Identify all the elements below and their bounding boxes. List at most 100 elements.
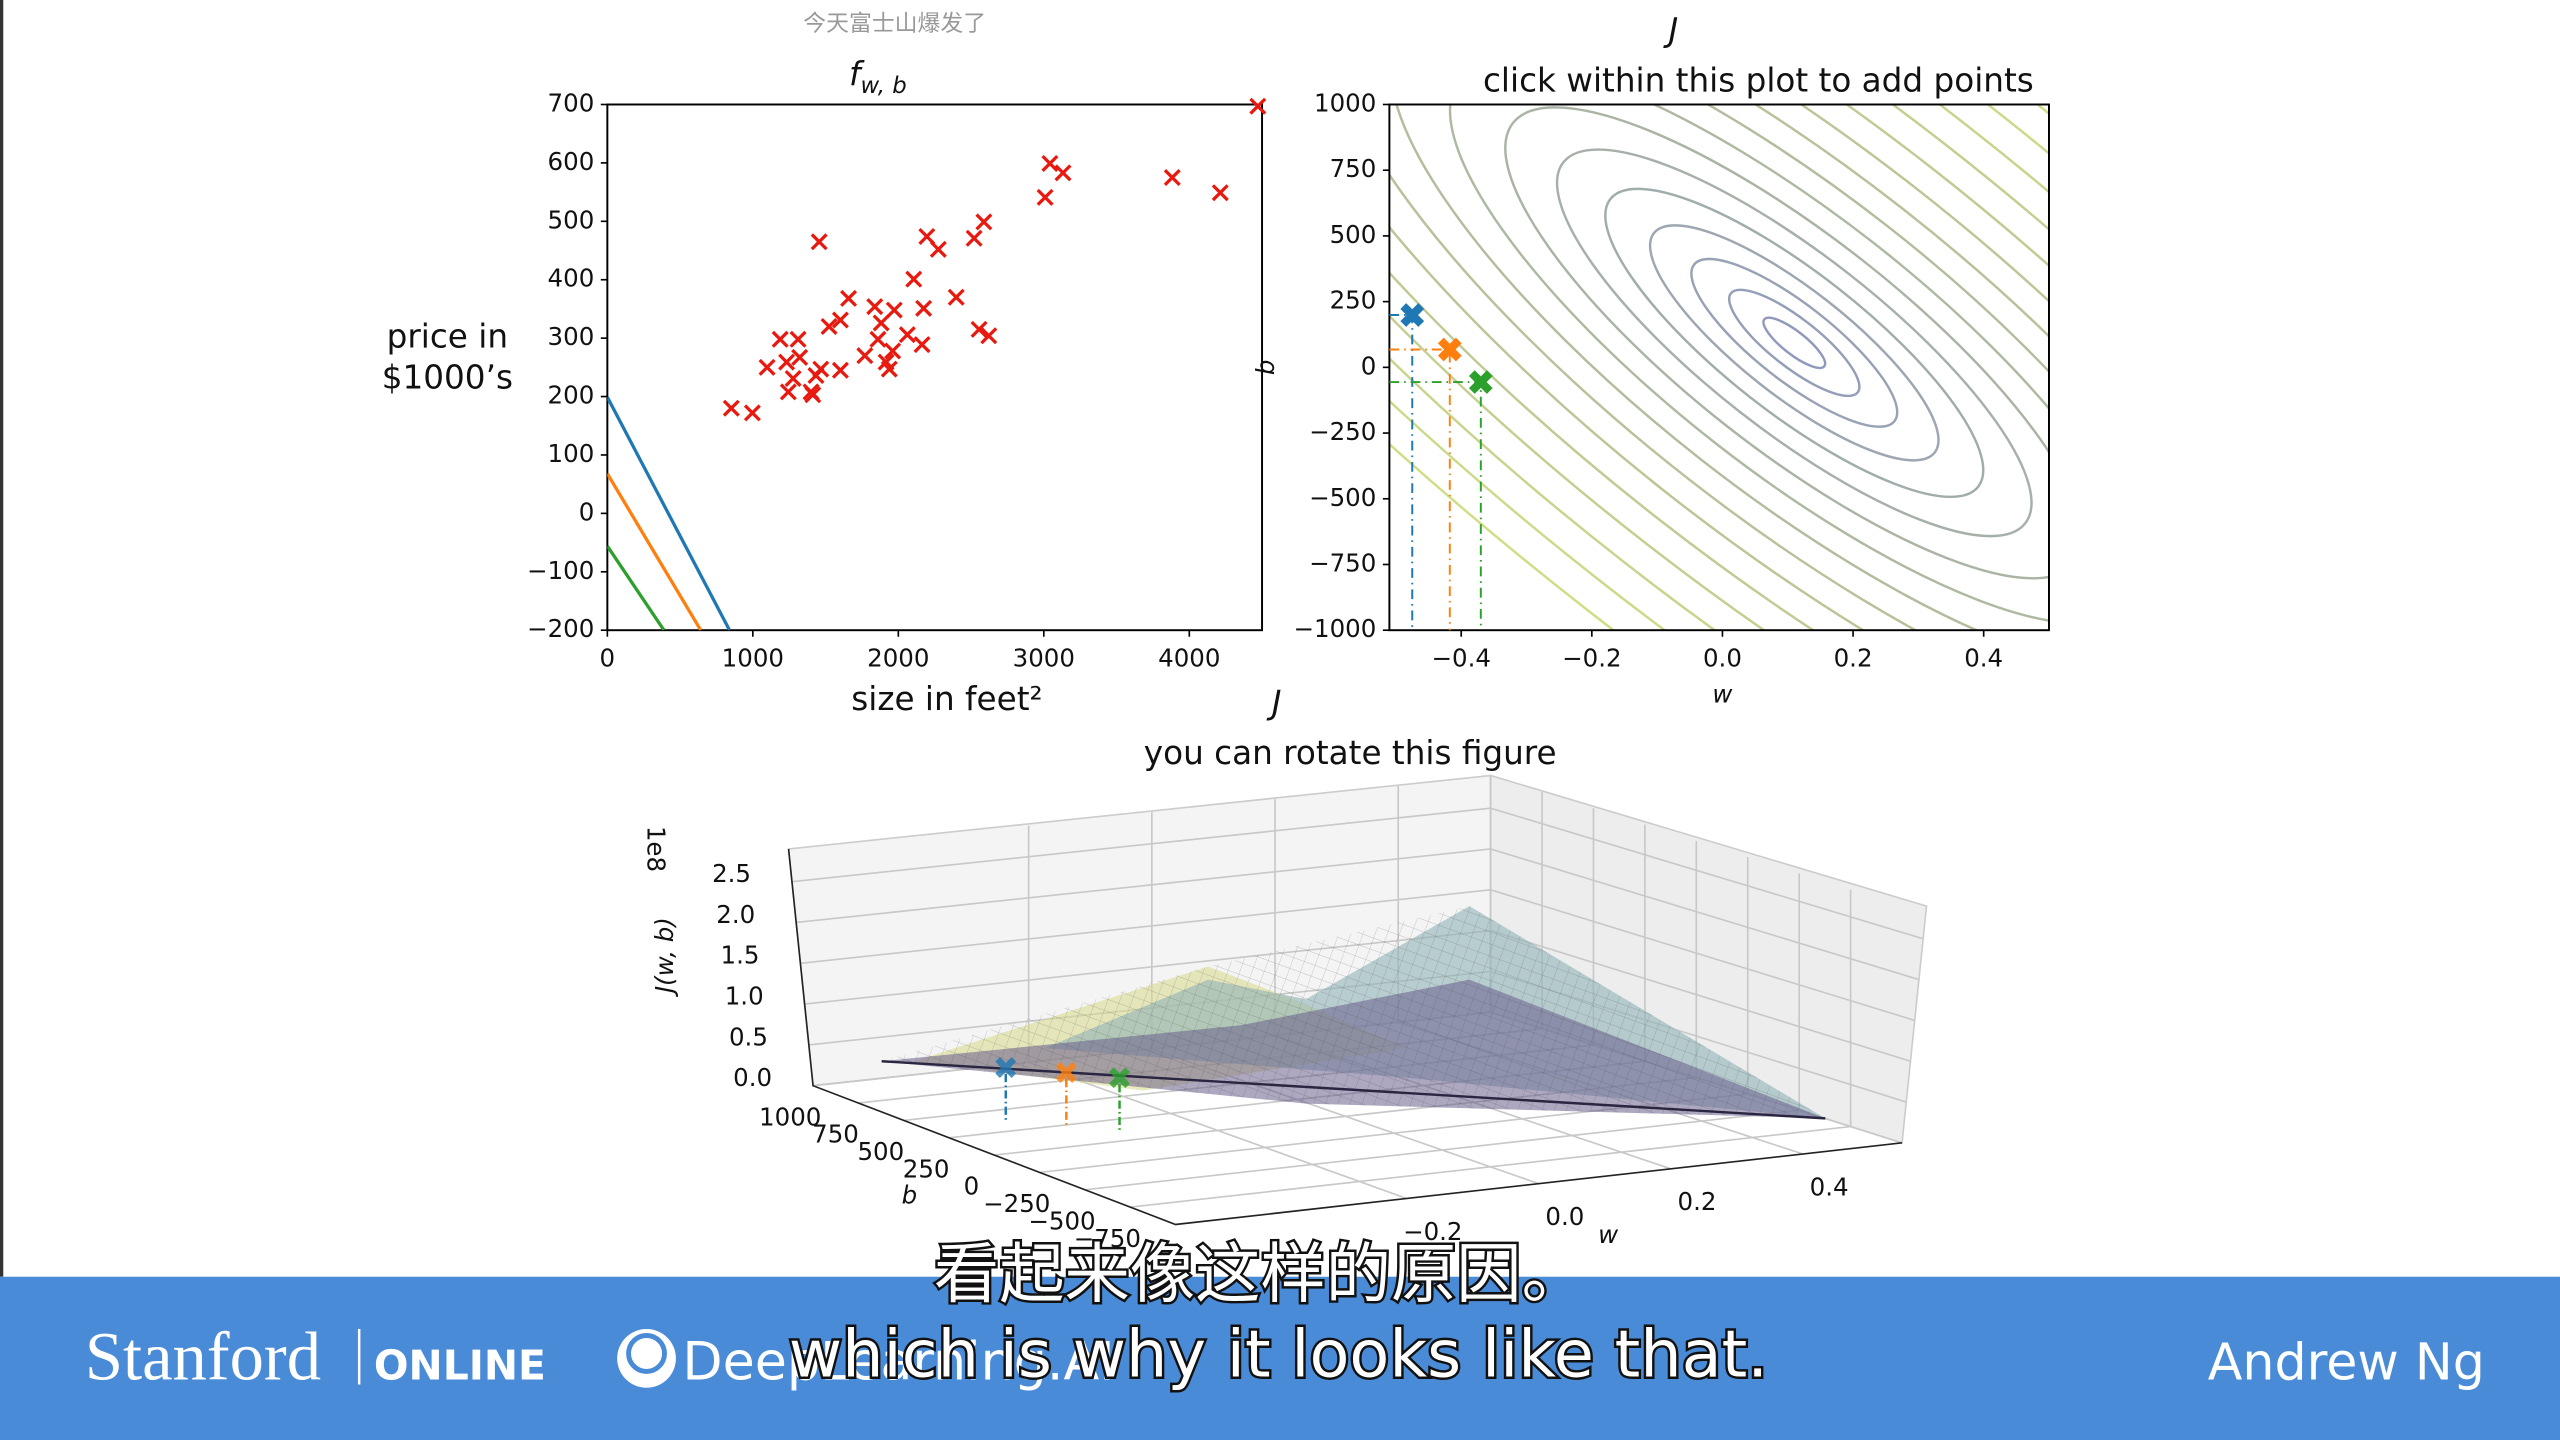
data-point <box>884 342 902 360</box>
contour-line <box>1389 104 2049 631</box>
x-axis-label: w <box>1598 1220 1619 1249</box>
y-tick-label: 500 <box>857 1137 904 1166</box>
data-point <box>872 314 890 332</box>
title-subscript: w, b <box>860 73 906 99</box>
x-tick-label: 2000 <box>867 644 929 673</box>
fit-line <box>607 396 732 631</box>
z-tick-label: 0.5 <box>729 1022 768 1051</box>
cost-point <box>1400 303 1425 327</box>
data-point <box>743 404 761 422</box>
x-axis-label: size in feet² <box>851 680 1042 718</box>
plot-frame <box>606 103 1264 632</box>
x-tick-label: −0.2 <box>1562 644 1621 673</box>
data-point <box>898 326 916 344</box>
data-point <box>840 289 858 307</box>
data-point <box>869 330 887 348</box>
x-tick-label: 0.0 <box>1703 644 1742 673</box>
footer-band <box>0 1276 2560 1440</box>
x-tick-label: −0.4 <box>1432 644 1491 673</box>
data-point <box>929 240 947 258</box>
y-tick-label: 250 <box>903 1154 950 1183</box>
x-tick-label: 3000 <box>1013 644 1075 673</box>
y-tick-label: −500 <box>1309 483 1376 512</box>
subtitle-zh: 看起来像这样的原因。 <box>934 1236 1587 1312</box>
data-point <box>1036 188 1054 206</box>
z-tick-label: 1.5 <box>721 941 760 970</box>
y-tick-label: 0 <box>964 1172 980 1201</box>
contour-line <box>1727 288 1861 398</box>
data-point <box>771 330 789 348</box>
z-axis-label: J(w, b) <box>650 917 679 998</box>
data-point <box>820 317 838 335</box>
contour-line <box>1555 148 2033 538</box>
cost-point <box>1055 1062 1077 1083</box>
contour-line <box>1390 104 2049 631</box>
y-tick-label: 100 <box>548 439 595 468</box>
y-tick-label: 600 <box>548 147 595 176</box>
data-point <box>913 336 931 354</box>
y-axis-label: price in <box>387 318 508 356</box>
z-tick-label: 1.0 <box>725 982 764 1011</box>
x-tick-label: 0.4 <box>1964 644 2003 673</box>
partner-logo <box>626 1333 667 1374</box>
x-tick-label: 4000 <box>1158 644 1220 673</box>
data-point <box>779 383 797 401</box>
data-point <box>784 369 802 387</box>
y-tick-label: −750 <box>1074 1224 1141 1253</box>
footer: Stanford ONLINE DeepLearning.AI Andrew N… <box>0 1276 2560 1440</box>
scatter-chart: 0 1000 2000 3000 4000 −200 −100 0 100 200 300 400 50… <box>382 55 1267 718</box>
frame-edge <box>0 0 4 1277</box>
y-tick-label: −750 <box>1309 548 1376 577</box>
surface-chart: 0.0 0.5 1.0 1.5 2.0 2.5 −0.2 0.0 0.2 0.4 100075050… <box>642 683 1849 1252</box>
fit-line <box>607 472 703 631</box>
surface-mesh <box>881 906 1826 1119</box>
cost-point <box>1109 1067 1131 1089</box>
x-axis-label: w <box>1712 680 1733 709</box>
data-point <box>1211 184 1229 202</box>
z-tick-label: 2.0 <box>716 900 755 929</box>
subtitle-en: which is why it looks like that. <box>789 1316 1768 1392</box>
data-point <box>885 301 903 319</box>
data-point <box>810 233 828 251</box>
data-point <box>866 298 884 316</box>
contour-line <box>1389 104 2049 631</box>
cost-point <box>1437 337 1462 362</box>
data-point <box>975 213 993 231</box>
data-point <box>791 348 809 366</box>
x-tick-label: 0.0 <box>1545 1202 1584 1231</box>
cost-point <box>995 1057 1017 1078</box>
grid-line <box>1130 889 1852 1208</box>
y-tick-label: −1000 <box>1294 614 1377 643</box>
contour-line <box>1389 104 2049 631</box>
data-point <box>905 270 923 288</box>
contour-chart: −0.4 −0.2 0.0 0.2 0.4 −1000 −750 −500 −250 0 250 50… <box>1251 11 2050 709</box>
y-tick-label: 250 <box>1330 286 1377 315</box>
x-tick-label: −0.2 <box>1403 1217 1462 1246</box>
contour-line <box>1690 257 1899 428</box>
cost-point <box>1468 370 1493 394</box>
presenter: Andrew Ng <box>2208 1333 2485 1392</box>
y-tick-label: 500 <box>548 205 595 234</box>
contour-line <box>1389 104 2049 631</box>
y-tick-label: 400 <box>548 264 595 293</box>
data-point <box>1054 164 1072 182</box>
x-tick-label: 0.2 <box>1834 644 1873 673</box>
fit-line <box>607 545 666 631</box>
data-point <box>1249 97 1267 115</box>
z-tick-label: 0.0 <box>733 1063 772 1092</box>
y-tick-label: 1000 <box>1314 88 1376 117</box>
data-point <box>758 358 776 376</box>
contour-line <box>1604 187 1985 499</box>
data-point <box>778 353 796 371</box>
contour-line <box>1389 104 2049 631</box>
watermark: 今天富士山爆发了 <box>803 11 986 37</box>
y-tick-label: 200 <box>548 381 595 410</box>
y-tick-label: 500 <box>1330 220 1377 249</box>
plot-area <box>607 396 732 631</box>
data-point <box>1163 169 1181 187</box>
x-tick-label: 1000 <box>722 644 784 673</box>
y-axis-label: b <box>1251 360 1280 376</box>
data-point <box>970 320 988 338</box>
